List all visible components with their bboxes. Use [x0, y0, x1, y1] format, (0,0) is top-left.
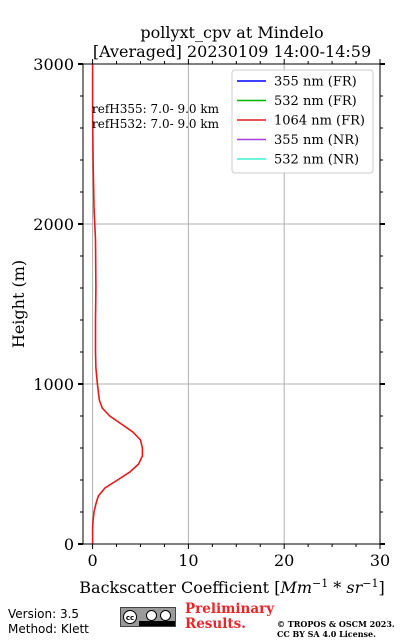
cc-license-badge-icon: cc — [120, 607, 176, 627]
copyright-note: © TROPOS & OSCM 2023. CC BY SA 4.0 Licen… — [277, 619, 395, 639]
x-axis-label: Backscatter Coefficient [Mm−1 * sr−1] — [79, 577, 384, 597]
badge-strip — [139, 621, 175, 626]
legend-label: 532 nm (FR) — [274, 94, 357, 109]
version-text: Version: 3.5 — [8, 607, 80, 621]
legend-box — [231, 69, 374, 174]
legend-label: 1064 nm (FR) — [274, 114, 365, 129]
preliminary-results-note: Preliminary Results. — [185, 602, 274, 632]
data-series — [91, 64, 144, 544]
x-tick-label: 10 — [178, 551, 198, 570]
series-line — [91, 64, 144, 544]
x-tick-label: 20 — [274, 551, 294, 570]
y-tick-label: 0 — [64, 535, 74, 554]
reference-height-annotations: refH355: 7.0- 9.0 km refH532: 7.0- 9.0 k… — [92, 102, 220, 131]
legend: 355 nm (FR) 532 nm (FR) 1064 nm (FR) 355 nm… — [231, 69, 374, 174]
by-icon — [146, 610, 157, 621]
backscatter-chart: pollyxt_cpv at Mindelo [Averaged] 202301… — [9, 23, 390, 597]
chart-subtitle: [Averaged] 20230109 14:00-14:59 — [93, 42, 371, 61]
method-text: Method: Klett — [8, 622, 89, 636]
y-tick-label: 2000 — [33, 215, 74, 234]
y-axis-label: Height (m) — [9, 260, 28, 348]
y-tick-label: 3000 — [33, 55, 74, 74]
footer-info: Version: 3.5 Method: Klett — [8, 607, 89, 637]
legend-label: 355 nm (FR) — [274, 75, 357, 90]
preliminary-line-1: Preliminary — [185, 601, 275, 617]
y-tick-label: 1000 — [33, 375, 74, 394]
copyright-line-1: © TROPOS & OSCM 2023. — [277, 619, 395, 629]
copyright-line-2: CC BY SA 4.0 License. — [277, 628, 376, 639]
legend-label: 532 nm (NR) — [274, 153, 359, 168]
annotation-refh532: refH532: 7.0- 9.0 km — [92, 117, 220, 131]
sa-icon — [160, 610, 171, 621]
plot-frame — [82, 63, 381, 545]
legend-label: 355 nm (NR) — [274, 133, 359, 148]
annotation-refh355: refH355: 7.0- 9.0 km — [92, 102, 220, 116]
preliminary-line-2: Results. — [185, 616, 246, 632]
chart-title: pollyxt_cpv at Mindelo — [140, 23, 323, 42]
x-tick-label: 0 — [87, 551, 97, 570]
x-tick-label: 30 — [370, 551, 390, 570]
cc-logo-icon: cc — [123, 610, 137, 624]
axis-ticks: 0 10 20 30 0 1000 2000 3000 — [33, 55, 390, 570]
